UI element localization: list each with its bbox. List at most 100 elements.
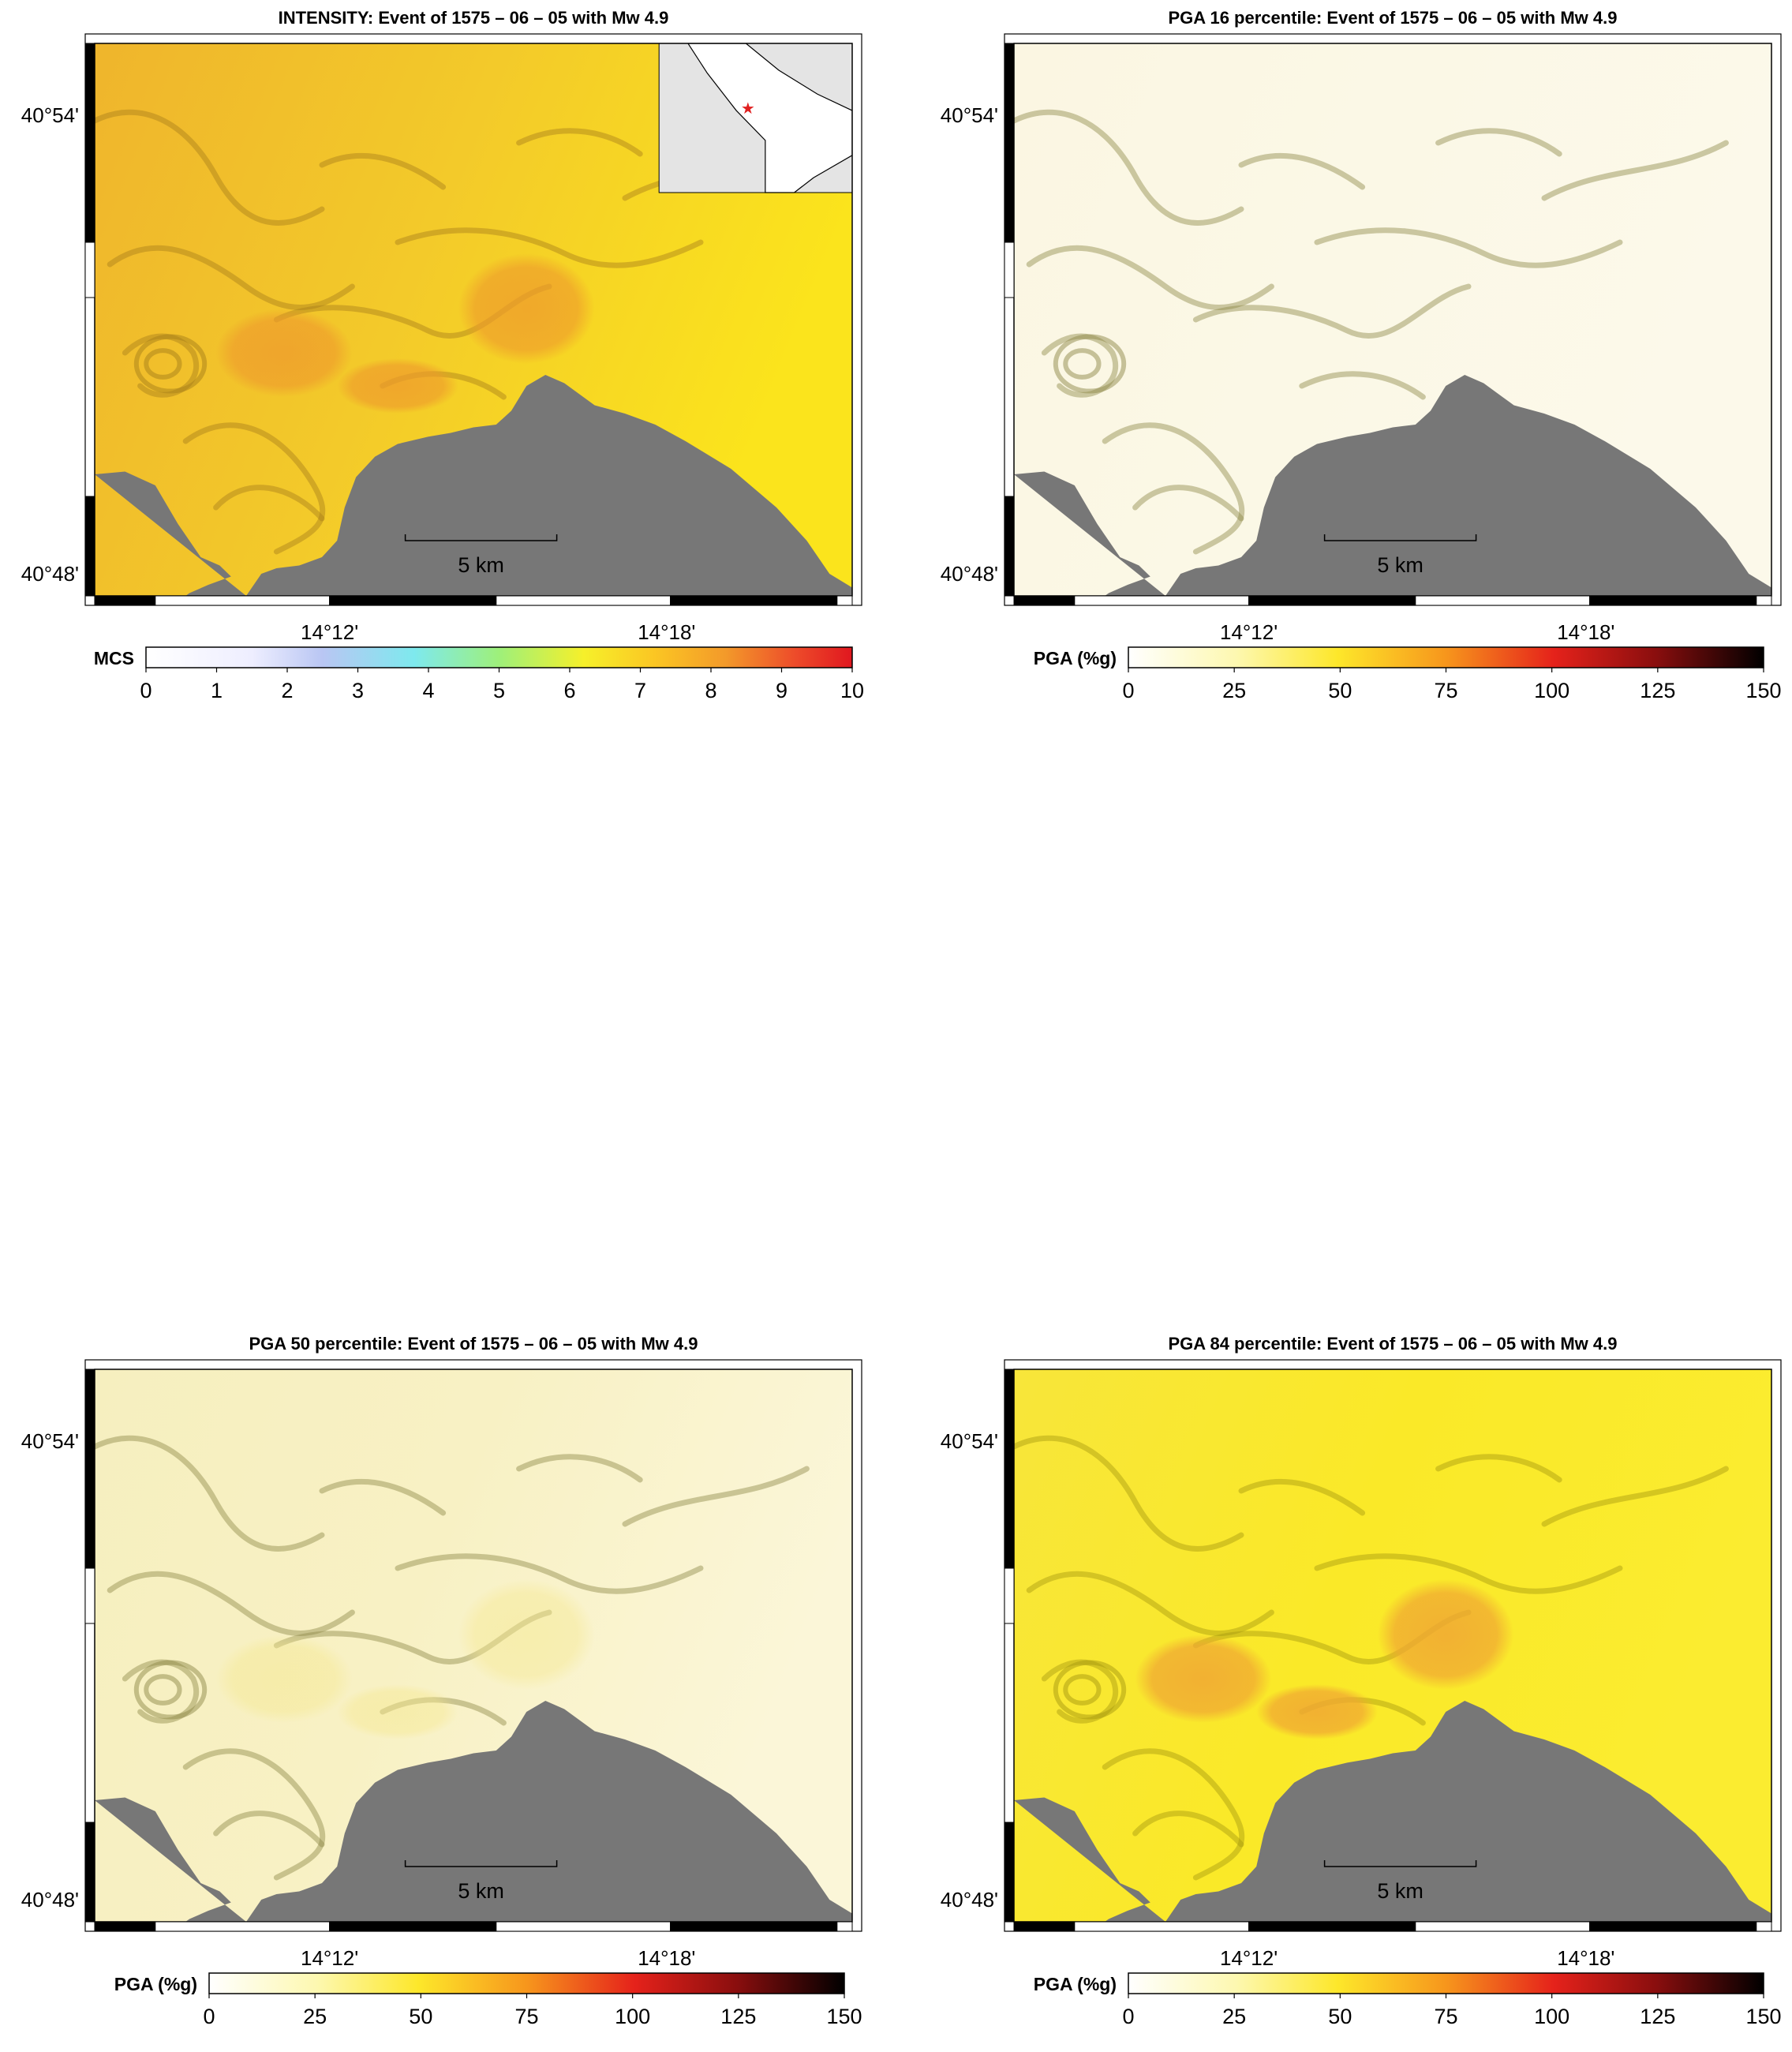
map-panel-pga-50: PGA 50 percentile: Event of 1575 – 06 – …	[0, 1326, 896, 2052]
colorbar-label: PGA (%g)	[114, 1974, 197, 1994]
graticule-border	[84, 43, 853, 606]
amplification-zone	[1135, 309, 1272, 397]
scale-bar-label: 5 km	[1377, 553, 1423, 577]
colorbar-tick-label: 0	[140, 679, 152, 702]
inset-locator-map: ★	[658, 43, 852, 193]
ridge-line	[1132, 1810, 1244, 1848]
latitude-label: 40°48'	[21, 1888, 79, 1912]
ridge-line	[516, 1454, 643, 1483]
sea-area	[1014, 1701, 1771, 1922]
sea-area	[95, 1701, 852, 1922]
ridge-line	[1041, 333, 1119, 398]
ridge-line	[1541, 1466, 1729, 1527]
map-svg: PGA 84 percentile: Event of 1575 – 06 – …	[941, 1334, 1782, 2028]
amplification-zone	[215, 1634, 353, 1723]
ridge-line	[395, 1553, 704, 1594]
ridge-line	[1026, 245, 1274, 310]
ridge-line	[1102, 422, 1245, 555]
amplification-zone	[458, 253, 595, 364]
graticule-border	[84, 1369, 853, 1932]
colorbar: PGA (%g)0 25 50 75 100 125 150	[1034, 1972, 1782, 2028]
crater-ring	[144, 348, 182, 380]
colorbar-tick-label: 50	[1328, 679, 1352, 702]
ridge-line	[1238, 1478, 1366, 1516]
colorbar-tick-label: 25	[1222, 2005, 1246, 2028]
colorbar-label: PGA (%g)	[1034, 648, 1117, 668]
map-title: PGA 16 percentile: Event of 1575 – 06 – …	[1169, 8, 1618, 28]
latitude-label: 40°48'	[941, 562, 998, 586]
latitude-label: 40°54'	[941, 103, 998, 127]
inset-land	[687, 43, 852, 193]
amplification-zone	[215, 309, 353, 397]
map-title: PGA 84 percentile: Event of 1575 – 06 – …	[1169, 1334, 1618, 1354]
colorbar-tick-label: 0	[203, 2005, 215, 2028]
colorbar-tick-label: 150	[826, 2005, 862, 2028]
longitude-label: 14°18'	[638, 620, 695, 644]
ridge-line	[1102, 1748, 1245, 1881]
longitude-label: 14°18'	[1557, 620, 1614, 644]
colorbar-tick-label: 2	[281, 679, 293, 702]
colorbar-tick-label: 9	[776, 679, 788, 702]
scale-bar: 5 km	[1323, 1860, 1477, 1903]
ridge-line	[1026, 1571, 1274, 1636]
map-panel-pga-84: PGA 84 percentile: Event of 1575 – 06 – …	[919, 1326, 1792, 2052]
colorbar-tick-label: 10	[840, 679, 864, 702]
crater-ring	[133, 334, 208, 394]
longitude-label: 14°12'	[301, 620, 358, 644]
colorbar-tick-label: 125	[720, 2005, 756, 2028]
colorbar-label: MCS	[94, 648, 134, 668]
map-area	[95, 1369, 852, 1922]
crater-ring	[144, 1674, 182, 1706]
ridge-line	[1541, 140, 1729, 201]
ridge-line	[107, 245, 355, 310]
colorbar-tick-label: 125	[1640, 679, 1675, 702]
colorbar-tick-label: 50	[1328, 2005, 1352, 2028]
crater-ring	[1053, 334, 1127, 394]
map-panel-intensity: INTENSITY: Event of 1575 – 06 – 05 with …	[0, 0, 896, 726]
map-title: PGA 50 percentile: Event of 1575 – 06 – …	[249, 1334, 698, 1354]
colorbar-tick-label: 25	[303, 2005, 327, 2028]
amplification-zone	[1377, 1579, 1514, 1690]
ridge-line	[213, 1810, 325, 1848]
map-panel-pga-16: PGA 16 percentile: Event of 1575 – 06 – …	[919, 0, 1792, 726]
amplification-zone	[337, 1684, 458, 1739]
colorbar-tick-label: 75	[514, 2005, 538, 2028]
ridge-line	[1014, 1435, 1244, 1552]
colorbar-tick-label: 4	[422, 679, 434, 702]
ridge-line	[516, 128, 643, 157]
ridge-line	[1238, 152, 1366, 190]
ridge-line	[1041, 1659, 1119, 1724]
colorbar: MCS 0 1 2 3 4 5 6 7 8 9 10	[94, 646, 864, 702]
crater-ring	[1063, 348, 1102, 380]
colorbar-label: PGA (%g)	[1034, 1974, 1117, 1994]
ridge-line	[182, 422, 326, 555]
amplification-zone	[1135, 1634, 1272, 1723]
map-svg: PGA 50 percentile: Event of 1575 – 06 – …	[21, 1334, 862, 2028]
colorbar-tick-label: 8	[705, 679, 716, 702]
colorbar-tick-label: 0	[1122, 2005, 1134, 2028]
ridge-line	[1014, 109, 1244, 226]
longitude-label: 14°12'	[1220, 1946, 1278, 1970]
map-area	[1014, 1369, 1771, 1922]
colorbar: PGA (%g) 0 25 50 75 100 125 150	[114, 1972, 862, 2028]
ridge-line	[213, 485, 325, 522]
colorbar-tick-label: 100	[615, 2005, 650, 2028]
longitude-label: 14°12'	[301, 1946, 358, 1970]
crater-ring	[1053, 1660, 1127, 1720]
ridge-line	[122, 1659, 200, 1724]
ridge-line	[1314, 1553, 1623, 1594]
amplification-zone	[1377, 253, 1514, 364]
scale-bar: 5 km	[1323, 534, 1477, 577]
colorbar-tick-label: 150	[1745, 2005, 1781, 2028]
longitude-label: 14°12'	[1220, 620, 1278, 644]
colorbar-tick-label: 50	[409, 2005, 432, 2028]
graticule-border	[1004, 1369, 1772, 1932]
epicenter-star-icon: ★	[741, 99, 755, 118]
ridge-line	[319, 1478, 447, 1516]
ridge-line	[95, 109, 325, 226]
ridge-line	[319, 152, 447, 190]
ridge-line	[395, 227, 704, 268]
amplification-zone	[337, 358, 458, 414]
crater-ring	[1063, 1674, 1102, 1706]
longitude-label: 14°18'	[638, 1946, 695, 1970]
